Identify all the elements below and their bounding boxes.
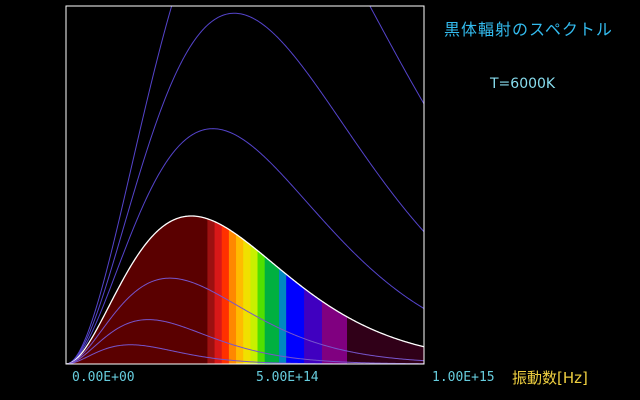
plot-frame (65, 5, 425, 365)
temperature-label: T=6000K (490, 76, 556, 92)
series-line-6000k (66, 215, 424, 364)
x-axis-label: 振動数[Hz] (512, 369, 588, 387)
spectrum-band (279, 216, 287, 364)
spectrum-band (228, 216, 237, 364)
series-line-5000k (66, 277, 424, 364)
spectrum-band (257, 216, 266, 364)
spectrum-band (207, 216, 216, 364)
chart-title: 黒体輻射のスペクトル (444, 20, 613, 39)
series-line-4000k (66, 319, 424, 364)
series-line-8000k (66, 12, 424, 364)
x-tick-label: 1.00E+15 (432, 370, 495, 385)
series-line-7000k (66, 128, 424, 364)
series-line-9000k (66, 6, 424, 364)
spectrum-band (243, 216, 251, 364)
spectrum-band (221, 216, 230, 364)
x-tick-label: 0.00E+00 (72, 370, 135, 385)
spectrum-band (236, 216, 244, 364)
spectrum-band (214, 216, 223, 364)
spectrum-band (250, 216, 259, 364)
x-tick-label: 5.00E+14 (256, 370, 319, 385)
